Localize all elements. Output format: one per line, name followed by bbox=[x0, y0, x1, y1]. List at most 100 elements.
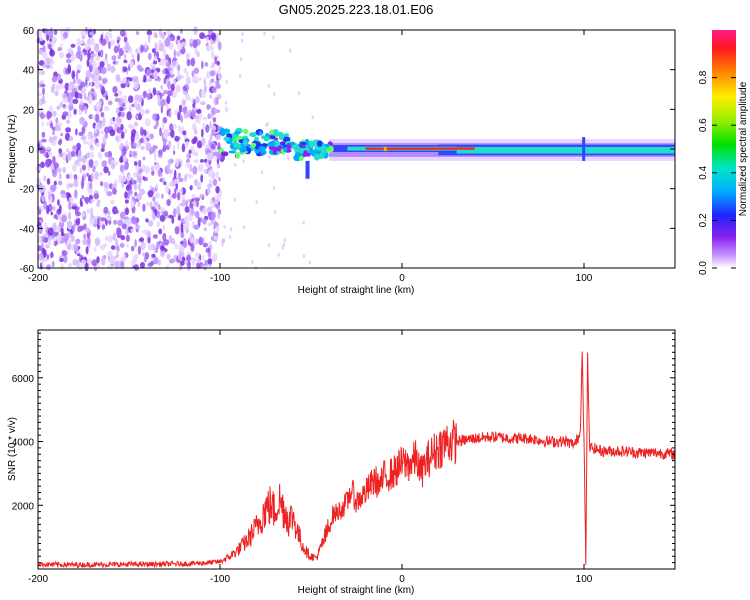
noise-blob bbox=[297, 91, 301, 96]
noise-blob bbox=[147, 78, 153, 82]
noise-blob bbox=[157, 57, 161, 63]
noise-blob bbox=[213, 235, 218, 241]
noise-blob bbox=[177, 253, 182, 261]
noise-blob bbox=[73, 179, 79, 187]
noise-blob bbox=[77, 263, 84, 271]
noise-blob bbox=[64, 236, 68, 245]
noise-blob bbox=[124, 191, 128, 199]
y-tick-label: -60 bbox=[20, 264, 35, 275]
noise-blob bbox=[82, 238, 88, 246]
noise-blob bbox=[144, 166, 150, 175]
noise-blob bbox=[119, 164, 124, 173]
noise-blob bbox=[272, 185, 276, 190]
noise-blob bbox=[54, 90, 59, 97]
noise-blob bbox=[162, 48, 167, 58]
noise-blob bbox=[129, 125, 135, 130]
ridge-blob bbox=[269, 149, 274, 155]
noise-blob bbox=[144, 118, 151, 127]
noise-blob bbox=[160, 248, 166, 258]
ridge-blob bbox=[269, 129, 275, 135]
noise-blob bbox=[122, 155, 127, 162]
noise-blob bbox=[194, 129, 198, 135]
noise-blob bbox=[175, 158, 180, 168]
noise-blob bbox=[88, 140, 93, 147]
noise-blob bbox=[61, 214, 67, 223]
noise-blob bbox=[117, 54, 122, 60]
noise-blob bbox=[77, 149, 82, 159]
chart-title: GN05.2025.223.18.01.E06 bbox=[279, 2, 434, 17]
noise-blob bbox=[90, 199, 95, 203]
x-tick-label: -100 bbox=[210, 273, 230, 284]
noise-blob bbox=[138, 168, 143, 174]
noise-blob bbox=[75, 211, 81, 217]
noise-blob bbox=[57, 122, 63, 127]
noise-blob bbox=[103, 243, 108, 248]
noise-blob bbox=[81, 180, 84, 190]
noise-blob bbox=[99, 154, 103, 160]
noise-blob bbox=[98, 51, 101, 57]
noise-blob bbox=[200, 101, 206, 106]
noise-blob bbox=[180, 260, 185, 266]
noise-blob bbox=[117, 90, 123, 97]
noise-blob bbox=[97, 217, 100, 226]
ridge-blob bbox=[249, 132, 257, 138]
noise-blob bbox=[173, 178, 180, 184]
noise-blob bbox=[242, 159, 245, 164]
noise-blob bbox=[177, 208, 181, 214]
ridge-blob bbox=[316, 140, 323, 147]
noise-blob bbox=[218, 177, 221, 182]
noise-blob bbox=[160, 98, 166, 107]
noise-blob bbox=[229, 227, 233, 232]
noise-blob bbox=[72, 145, 78, 151]
colorbar-tick-label: 0.4 bbox=[698, 165, 709, 179]
noise-blob bbox=[158, 42, 165, 52]
noise-blob bbox=[57, 46, 63, 51]
ridge-blob bbox=[303, 150, 308, 155]
noise-blob bbox=[311, 115, 314, 120]
noise-blob bbox=[71, 163, 77, 172]
noise-blob bbox=[112, 86, 118, 94]
noise-blob bbox=[154, 42, 158, 50]
noise-blob bbox=[163, 210, 168, 217]
noise-blob bbox=[68, 183, 74, 188]
noise-blob bbox=[186, 158, 190, 163]
noise-blob bbox=[88, 37, 95, 44]
noise-blob bbox=[67, 153, 72, 161]
noise-blob bbox=[186, 58, 191, 67]
noise-blob bbox=[283, 238, 286, 243]
noise-blob bbox=[142, 45, 149, 53]
noise-blob bbox=[76, 50, 80, 59]
noise-blob bbox=[49, 122, 54, 129]
noise-blob bbox=[133, 183, 138, 191]
y-tick-label: 2000 bbox=[12, 501, 35, 512]
noise-blob bbox=[157, 169, 162, 177]
noise-blob bbox=[172, 91, 178, 98]
noise-blob bbox=[211, 32, 216, 41]
noise-blob bbox=[163, 77, 166, 85]
noise-blob bbox=[68, 201, 72, 211]
noise-blob bbox=[161, 193, 164, 199]
noise-blob bbox=[59, 257, 64, 263]
noise-blob bbox=[47, 227, 54, 236]
noise-blob bbox=[50, 62, 54, 70]
noise-blob bbox=[60, 151, 63, 157]
noise-blob bbox=[203, 168, 207, 174]
noise-blob bbox=[85, 227, 91, 233]
noise-blob bbox=[80, 30, 87, 36]
noise-blob bbox=[115, 238, 119, 247]
noise-blob bbox=[172, 124, 177, 129]
noise-blob bbox=[191, 138, 197, 145]
noise-blob bbox=[75, 128, 78, 136]
noise-blob bbox=[100, 111, 105, 118]
noise-blob bbox=[156, 221, 160, 228]
noise-blob bbox=[129, 60, 135, 69]
colorbar-tick-label: 0.2 bbox=[698, 213, 709, 227]
ridge-blob bbox=[219, 127, 225, 135]
noise-blob bbox=[100, 38, 107, 46]
noise-blob bbox=[182, 130, 187, 136]
noise-blob bbox=[186, 251, 192, 256]
noise-blob bbox=[184, 174, 188, 182]
noise-blob bbox=[161, 211, 165, 216]
noise-blob bbox=[156, 77, 161, 82]
noise-blob bbox=[168, 258, 175, 264]
